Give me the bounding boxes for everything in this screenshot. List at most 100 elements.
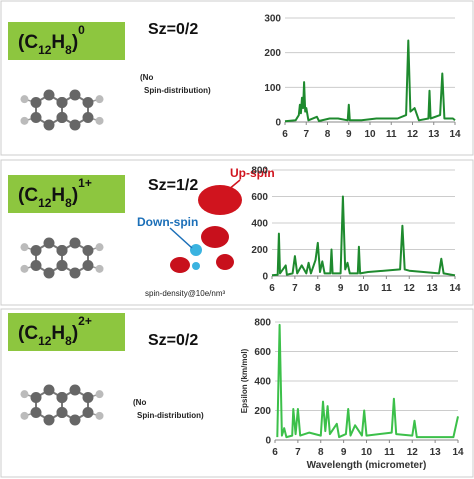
x-tick-label: 8	[318, 447, 324, 458]
y-tick-label: 200	[264, 48, 281, 59]
y-tick-label: 0	[262, 272, 268, 283]
formula-part: )	[72, 185, 78, 206]
x-tick-label: 7	[295, 447, 301, 458]
x-tick-label: 14	[449, 283, 461, 294]
atom	[56, 392, 68, 403]
panel-frame	[0, 159, 474, 306]
atom	[95, 264, 104, 273]
molecule	[20, 89, 104, 131]
x-tick-label: 13	[427, 283, 439, 294]
atom	[56, 245, 68, 256]
note: Spin-distribution)	[137, 411, 204, 420]
atom	[56, 260, 68, 271]
x-tick-label: 11	[381, 283, 392, 294]
x-tick-label: 10	[364, 129, 376, 140]
formula-part: )	[72, 323, 78, 344]
x-tick-label: 8	[315, 283, 321, 294]
formula-part: (C	[18, 323, 38, 344]
atom	[30, 260, 42, 271]
atom	[43, 119, 55, 131]
atom	[69, 384, 81, 396]
x-tick-label: 12	[407, 129, 419, 140]
atom	[30, 407, 42, 418]
note: (No	[140, 73, 153, 82]
formula-part: H	[51, 323, 65, 344]
y-tick-label: 800	[254, 318, 271, 329]
x-tick-label: 12	[404, 283, 416, 294]
y-tick-label: 400	[254, 377, 271, 388]
atom	[56, 97, 68, 108]
atom	[69, 237, 81, 249]
atom	[95, 243, 104, 252]
y-tick-label: 0	[265, 436, 271, 447]
spectrum-line	[271, 195, 456, 277]
atom	[95, 411, 104, 420]
formula-box	[8, 22, 125, 60]
atom	[43, 414, 55, 426]
y-tick-label: 200	[254, 406, 271, 417]
molecule	[20, 384, 104, 426]
sz-label: Sz=0/2	[148, 332, 198, 349]
sz-label: Sz=1/2	[148, 177, 198, 194]
atom	[20, 411, 29, 420]
y-tick-label: 400	[251, 219, 268, 230]
x-tick-label: 6	[272, 447, 278, 458]
atom	[82, 260, 94, 271]
panel-frame	[0, 308, 474, 478]
note: (No	[133, 398, 146, 407]
atom	[20, 116, 29, 125]
atom	[95, 95, 104, 104]
formula-part: 8	[65, 43, 72, 57]
sz-label: Sz=0/2	[148, 21, 198, 38]
atom	[82, 245, 94, 256]
x-tick-label: 6	[282, 129, 288, 140]
formula-part: 12	[38, 43, 52, 57]
formula-part: 1+	[78, 176, 92, 190]
molecule	[20, 237, 104, 279]
formula: (C12H8)1+	[18, 176, 92, 210]
x-tick-label: 14	[449, 129, 461, 140]
atom	[82, 407, 94, 418]
atom	[30, 392, 42, 403]
x-tick-label: 9	[338, 283, 344, 294]
x-tick-label: 14	[452, 447, 464, 458]
atom	[43, 384, 55, 396]
x-tick-label: 13	[428, 129, 440, 140]
atom	[82, 112, 94, 123]
formula-part: (C	[18, 185, 38, 206]
spectrum-line	[276, 323, 459, 439]
y-axis-label: Epsilon (km/mol)	[240, 348, 249, 413]
formula-part: )	[72, 32, 78, 53]
formula-box	[8, 175, 125, 213]
atom	[43, 237, 55, 249]
x-tick-label: 12	[407, 447, 419, 458]
x-tick-label: 11	[384, 447, 395, 458]
formula: (C12H8)2+	[18, 314, 92, 348]
y-tick-label: 200	[251, 245, 268, 256]
up-spin-label: Up-spin	[230, 166, 275, 180]
formula-part: 8	[65, 196, 72, 210]
x-tick-label: 6	[269, 283, 275, 294]
atom	[69, 119, 81, 131]
x-tick-label: 13	[430, 447, 442, 458]
atom	[30, 245, 42, 256]
x-tick-label: 7	[292, 283, 298, 294]
x-tick-label: 9	[341, 447, 347, 458]
y-tick-label: 800	[251, 166, 268, 177]
x-tick-label: 8	[325, 129, 331, 140]
x-axis-label: Wavelength (micrometer)	[307, 460, 427, 471]
formula-part: 12	[38, 334, 52, 348]
x-tick-label: 10	[361, 447, 373, 458]
formula-part: 12	[38, 196, 52, 210]
x-tick-label: 7	[303, 129, 309, 140]
atom	[20, 390, 29, 399]
atom	[20, 95, 29, 104]
atom	[30, 112, 42, 123]
atom	[56, 407, 68, 418]
down-spin-label: Down-spin	[137, 215, 198, 229]
formula-part: H	[51, 185, 65, 206]
x-tick-label: 10	[358, 283, 370, 294]
y-tick-label: 100	[264, 83, 281, 94]
atom	[95, 116, 104, 125]
